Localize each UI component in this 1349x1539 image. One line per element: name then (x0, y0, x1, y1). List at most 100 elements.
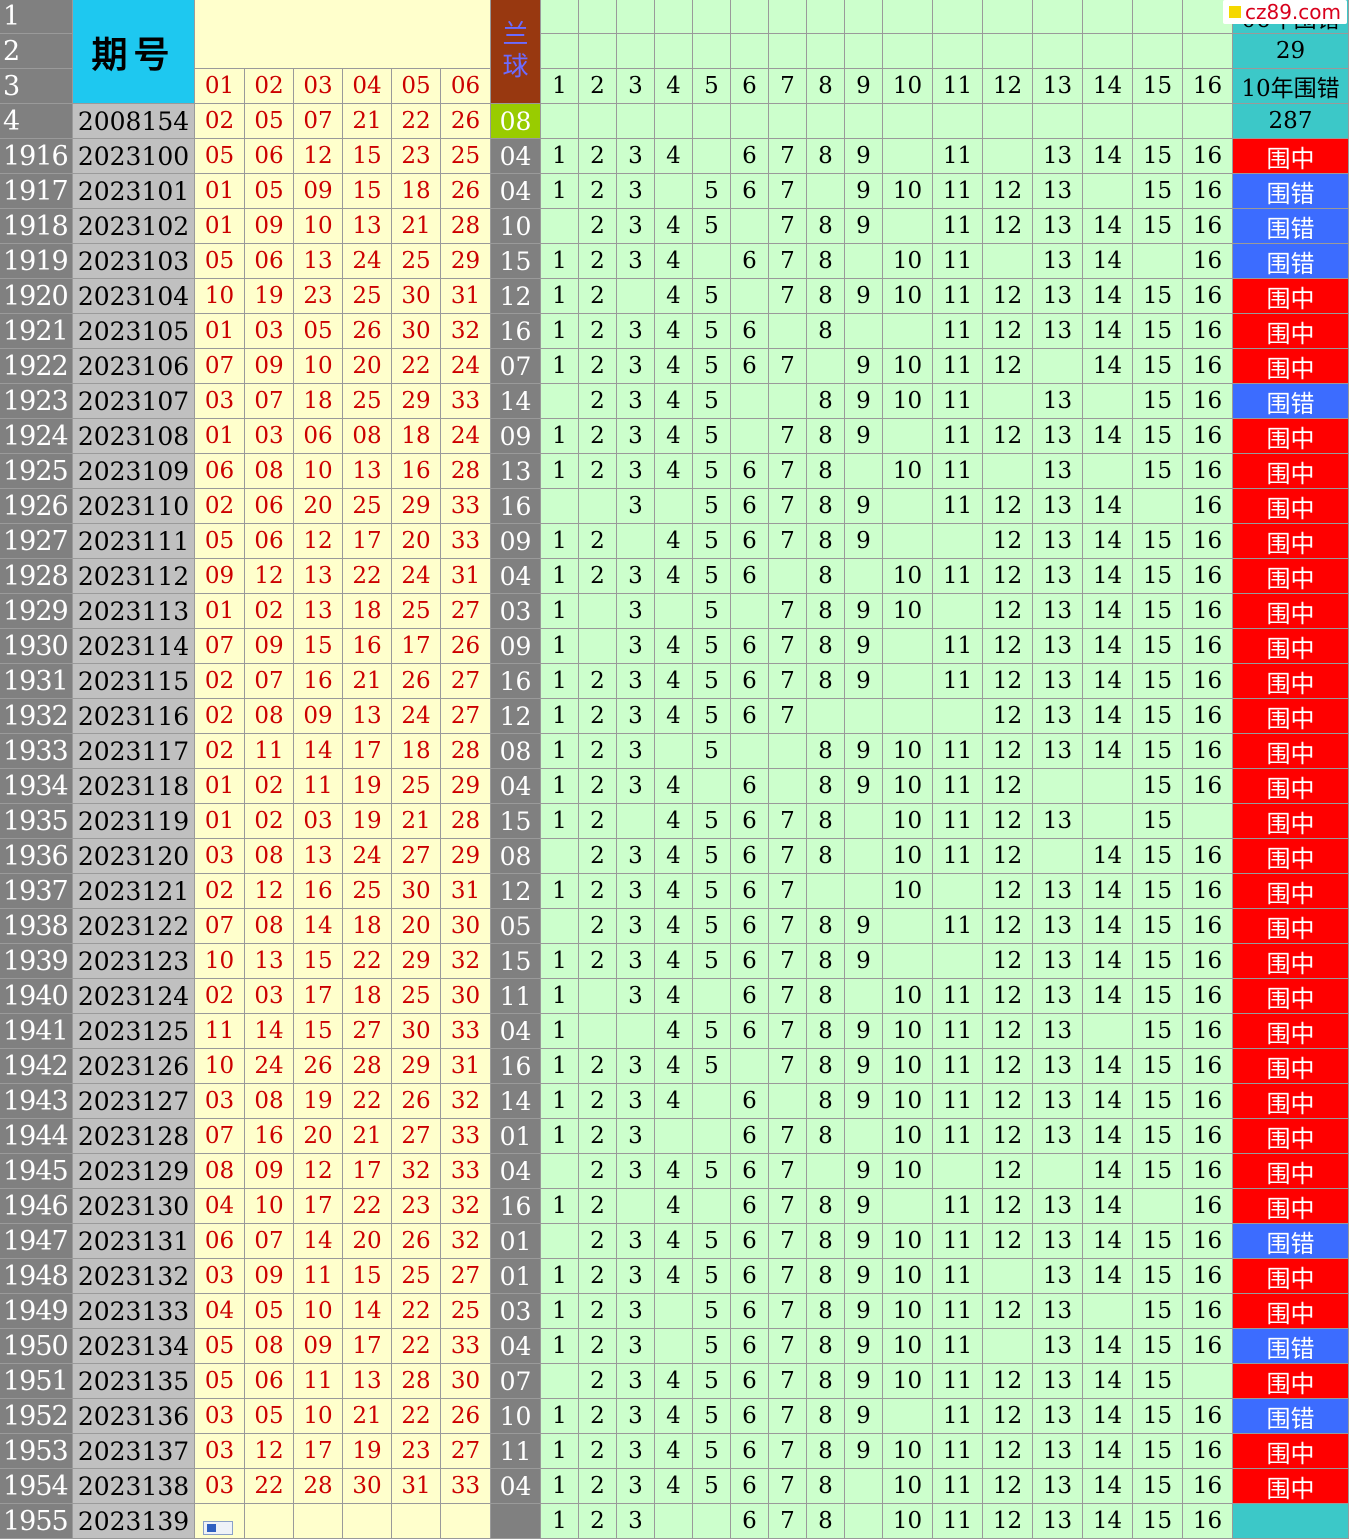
num-cell: 9 (845, 1189, 883, 1224)
num-cell (933, 1154, 983, 1189)
row-number[interactable]: 1934 (0, 769, 73, 804)
red-ball-cell: 09 (294, 699, 343, 734)
row-number[interactable]: 1950 (0, 1329, 73, 1364)
row-number[interactable]: 1928 (0, 559, 73, 594)
row-number[interactable]: 1942 (0, 1049, 73, 1084)
num-cell: 16 (1183, 1224, 1233, 1259)
row-number[interactable]: 1938 (0, 909, 73, 944)
red-ball-cell: 20 (294, 489, 343, 524)
row-number[interactable]: 1944 (0, 1119, 73, 1154)
num-cell: 3 (617, 1084, 655, 1119)
row-number[interactable]: 1936 (0, 839, 73, 874)
num-cell (541, 839, 579, 874)
embedded-object-icon[interactable] (203, 1521, 233, 1535)
num-cell (579, 629, 617, 664)
row-number[interactable]: 1946 (0, 1189, 73, 1224)
row-number[interactable]: 1953 (0, 1434, 73, 1469)
num-cell: 6 (731, 1189, 769, 1224)
row-number[interactable]: 1941 (0, 1014, 73, 1049)
num-cell: 6 (731, 1259, 769, 1294)
num-cell: 16 (1183, 1119, 1233, 1154)
red-ball-cell: 15 (343, 1259, 392, 1294)
row-number[interactable]: 1943 (0, 1084, 73, 1119)
row-number[interactable]: 1917 (0, 174, 73, 209)
row-number[interactable]: 1922 (0, 349, 73, 384)
row-number[interactable]: 1918 (0, 209, 73, 244)
blue-ball-cell: 04 (491, 139, 541, 174)
num-cell: 4 (655, 944, 693, 979)
num-cell: 10 (883, 1049, 933, 1084)
num-column-header: 1 (541, 69, 579, 104)
num-cell (933, 699, 983, 734)
red-ball-cell: 22 (392, 104, 441, 139)
num-cell: 12 (983, 1294, 1033, 1329)
red-ball-cell: 10 (294, 1399, 343, 1434)
num-cell (693, 244, 731, 279)
num-cell: 5 (693, 174, 731, 209)
row-number[interactable]: 1935 (0, 804, 73, 839)
row-number[interactable]: 1921 (0, 314, 73, 349)
row-number[interactable]: 1937 (0, 874, 73, 909)
row-number[interactable]: 3 (0, 69, 73, 104)
row-number[interactable]: 1932 (0, 699, 73, 734)
row-number[interactable]: 1939 (0, 944, 73, 979)
num-cell: 4 (655, 1259, 693, 1294)
red-ball-cell: 16 (245, 1119, 294, 1154)
red-ball-cell: 33 (441, 1119, 491, 1154)
num-cell: 5 (693, 1399, 731, 1434)
num-cell: 2 (579, 1224, 617, 1259)
red-ball-cell: 17 (343, 1154, 392, 1189)
red-ball-cell: 23 (392, 1434, 441, 1469)
row-number[interactable]: 1955 (0, 1504, 73, 1539)
row-number[interactable]: 2 (0, 34, 73, 69)
row-number[interactable]: 1949 (0, 1294, 73, 1329)
row-number[interactable]: 1929 (0, 594, 73, 629)
num-cell: 11 (933, 174, 983, 209)
red-ball-cell: 02 (195, 699, 245, 734)
row-number[interactable]: 1930 (0, 629, 73, 664)
num-cell (655, 734, 693, 769)
row-number[interactable]: 1 (0, 0, 73, 34)
red-ball-cell: 04 (195, 1294, 245, 1329)
row-number[interactable]: 1952 (0, 1399, 73, 1434)
row-number[interactable]: 1916 (0, 139, 73, 174)
num-cell: 13 (1033, 594, 1083, 629)
row-number[interactable]: 1931 (0, 664, 73, 699)
red-ball-cell: 07 (195, 349, 245, 384)
num-cell: 14 (1083, 1259, 1133, 1294)
red-ball-cell: 06 (245, 1364, 294, 1399)
row-number[interactable]: 1947 (0, 1224, 73, 1259)
red-ball-cell: 20 (343, 349, 392, 384)
row-number[interactable]: 1954 (0, 1469, 73, 1504)
result-cell: 围中 (1233, 349, 1349, 384)
num-cell: 7 (769, 489, 807, 524)
red-ball-cell: 02 (245, 769, 294, 804)
num-cell (1083, 454, 1133, 489)
num-cell: 5 (693, 734, 731, 769)
row-number[interactable]: 1924 (0, 419, 73, 454)
num-cell: 8 (807, 524, 845, 559)
row-number[interactable]: 4 (0, 104, 73, 139)
row-number[interactable]: 1940 (0, 979, 73, 1014)
num-cell: 6 (731, 454, 769, 489)
row-number[interactable]: 1919 (0, 244, 73, 279)
row-number[interactable]: 1927 (0, 524, 73, 559)
red-ball-cell: 25 (392, 244, 441, 279)
row-number[interactable]: 1926 (0, 489, 73, 524)
row-number[interactable]: 1945 (0, 1154, 73, 1189)
row-number[interactable]: 1948 (0, 1259, 73, 1294)
row-number[interactable]: 1933 (0, 734, 73, 769)
num-cell: 1 (541, 734, 579, 769)
red-ball-cell: 05 (195, 1364, 245, 1399)
num-cell: 16 (1183, 1014, 1233, 1049)
num-cell: 3 (617, 244, 655, 279)
num-cell: 2 (579, 1399, 617, 1434)
row-number[interactable]: 1951 (0, 1364, 73, 1399)
row-number[interactable]: 1923 (0, 384, 73, 419)
num-cell: 14 (1083, 349, 1133, 384)
row-number[interactable]: 1925 (0, 454, 73, 489)
row-number[interactable]: 1920 (0, 279, 73, 314)
num-cell: 11 (933, 1399, 983, 1434)
num-cell: 3 (617, 594, 655, 629)
num-cell: 12 (983, 209, 1033, 244)
